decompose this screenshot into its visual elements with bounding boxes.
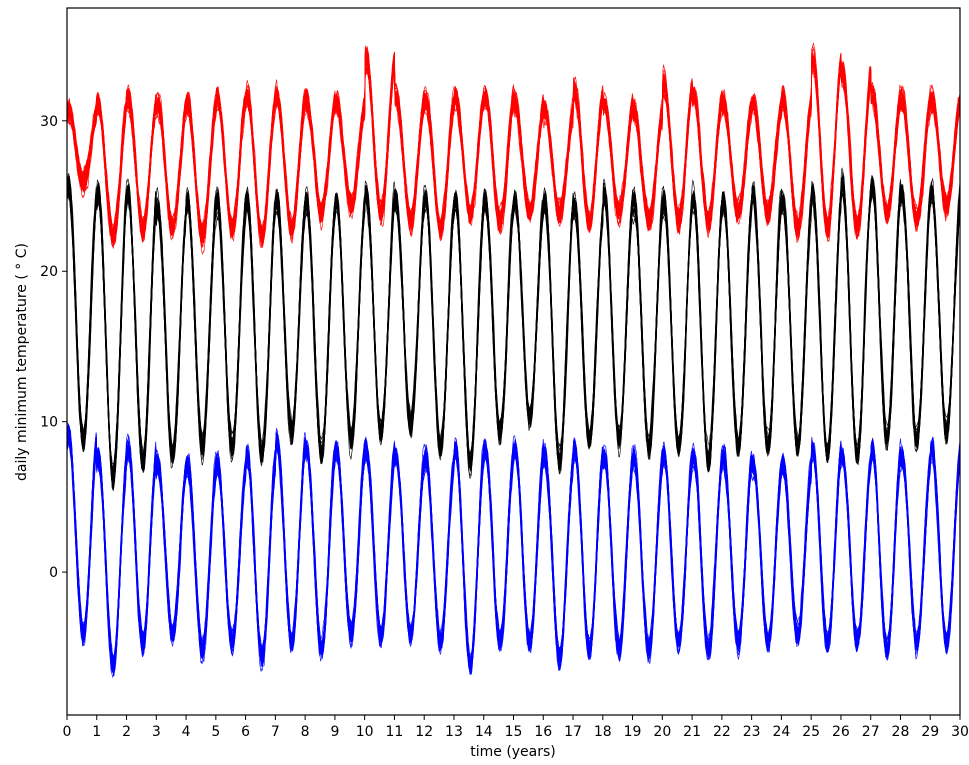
ensemble-member-line bbox=[67, 184, 960, 476]
x-tick-label: 21 bbox=[683, 724, 701, 740]
x-axis-label: time (years) bbox=[470, 744, 556, 760]
x-tick-label: 26 bbox=[832, 724, 850, 740]
x-tick-label: 6 bbox=[241, 724, 250, 740]
y-tick-label: 20 bbox=[40, 264, 58, 280]
x-tick-label: 27 bbox=[862, 724, 880, 740]
x-tick-label: 28 bbox=[892, 724, 910, 740]
x-tick-label: 25 bbox=[802, 724, 820, 740]
x-tick-label: 17 bbox=[564, 724, 582, 740]
x-tick-label: 30 bbox=[951, 724, 969, 740]
x-tick-label: 20 bbox=[653, 724, 671, 740]
x-tick-label: 12 bbox=[415, 724, 433, 740]
x-tick-label: 1 bbox=[92, 724, 101, 740]
x-tick-label: 14 bbox=[475, 724, 493, 740]
x-tick-label: 11 bbox=[386, 724, 404, 740]
x-tick-label: 8 bbox=[301, 724, 310, 740]
series-layer bbox=[67, 42, 960, 679]
series-band bbox=[67, 421, 960, 679]
x-tick-label: 0 bbox=[63, 724, 72, 740]
x-tick-label: 22 bbox=[713, 724, 731, 740]
x-tick-label: 24 bbox=[772, 724, 790, 740]
x-tick-label: 5 bbox=[211, 724, 220, 740]
series-band bbox=[67, 42, 960, 255]
x-tick-label: 4 bbox=[182, 724, 191, 740]
x-tick-label: 15 bbox=[505, 724, 523, 740]
y-axis-label: daily minimum temperature ( ° C) bbox=[14, 243, 30, 481]
ensemble-member-line bbox=[67, 51, 960, 248]
y-axis: 0 10 20 30 bbox=[40, 114, 67, 581]
y-tick-label: 10 bbox=[40, 415, 58, 431]
x-tick-label: 13 bbox=[445, 724, 463, 740]
ensemble-member-line bbox=[67, 432, 960, 679]
ensemble-member-line bbox=[67, 182, 960, 479]
x-tick-label: 10 bbox=[356, 724, 374, 740]
x-tick-label: 29 bbox=[921, 724, 939, 740]
x-tick-label: 18 bbox=[594, 724, 612, 740]
y-tick-label: 30 bbox=[40, 114, 58, 130]
x-tick-label: 3 bbox=[152, 724, 161, 740]
x-tick-label: 2 bbox=[122, 724, 131, 740]
x-axis: 0 1 2 3 4 5 6 7 8 9 10 11 12 13 14 15 16 17 18 19 20 21 22 23 24… bbox=[63, 715, 969, 740]
y-tick-label: 0 bbox=[49, 565, 58, 581]
x-tick-label: 23 bbox=[743, 724, 761, 740]
x-tick-label: 16 bbox=[534, 724, 552, 740]
x-tick-label: 7 bbox=[271, 724, 280, 740]
x-tick-label: 19 bbox=[624, 724, 642, 740]
ensemble-member-line bbox=[67, 429, 960, 675]
series-band bbox=[67, 167, 960, 492]
x-tick-label: 9 bbox=[330, 724, 339, 740]
